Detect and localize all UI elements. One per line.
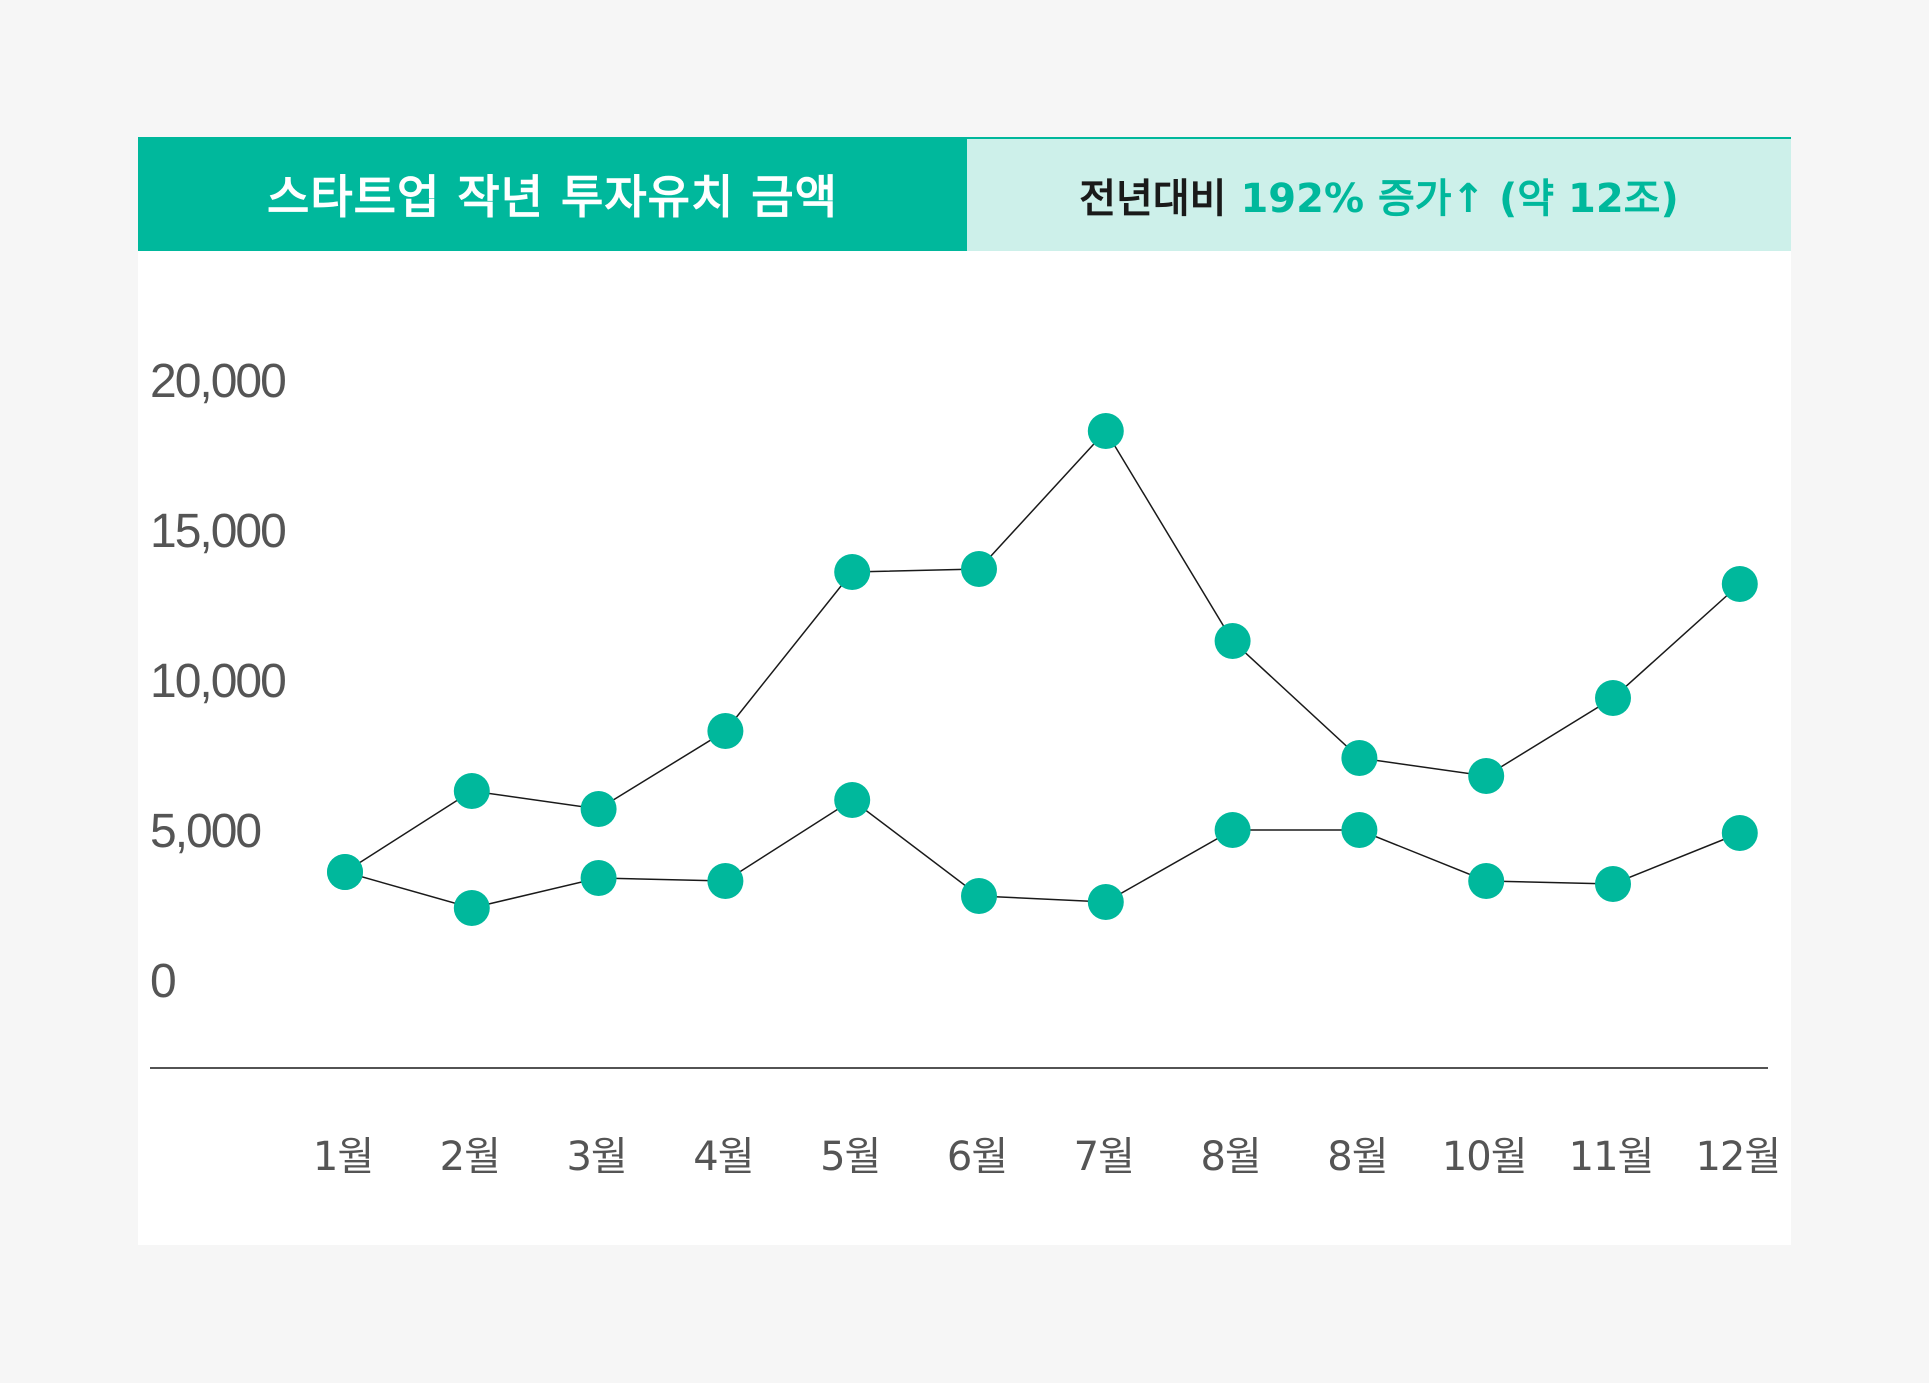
series-1-point [1595,680,1631,716]
x-tick-label: 6월 [947,1134,1007,1180]
y-tick-label: 0 [150,955,175,1008]
series-1-point [1341,740,1378,776]
series-1-point [453,773,490,809]
series-2-point [1214,812,1251,848]
series-lines [344,429,1741,909]
series-1-point [707,713,744,749]
x-tick-label: 5월 [820,1134,880,1180]
series-2-point [1468,863,1505,899]
series-1-point [580,791,617,827]
series-2-point [961,878,997,914]
chart-title-banner: 스타트업 작년 투자유치 금액 [138,137,967,251]
series-2-point [1721,815,1758,851]
series-2-point [1087,884,1124,920]
comparison-value: 192% 증가↑ (약 12조) [1240,176,1679,222]
series-1-point [1468,758,1505,794]
series-1-point [1087,413,1124,449]
x-tick-label: 12월 [1695,1134,1780,1180]
comparison-label: 전년대비 [1079,176,1227,222]
y-tick-label: 20,000 [150,355,285,408]
x-tick-label: 3월 [566,1134,626,1180]
x-tick-label: 8월 [1200,1134,1260,1180]
series-2-point [1341,812,1378,848]
series-2-point [453,890,490,926]
series-2-point [580,860,617,896]
series-2-point [834,782,871,818]
x-tick-label: 1월 [313,1134,373,1180]
x-tick-label: 10월 [1442,1134,1527,1180]
series-2-line [344,799,1741,909]
series-1-point [961,551,997,587]
y-tick-label: 5,000 [150,805,260,858]
x-tick-label: 8월 [1327,1134,1387,1180]
x-tick-label: 11월 [1569,1134,1654,1180]
x-tick-label: 2월 [440,1134,500,1180]
chart-title: 스타트업 작년 투자유치 금액 [267,170,838,224]
series-1-point [1721,566,1758,602]
x-tick-label: 4월 [693,1134,753,1180]
series-2-point [1595,866,1631,902]
series-1-point [834,554,871,590]
comparison-banner: 전년대비 192% 증가↑ (약 12조) [967,137,1791,251]
y-axis-ticks: 0 5,000 10,000 15,000 20,000 [150,355,287,1008]
y-tick-label: 10,000 [150,655,285,708]
series-points [327,413,1758,926]
series-1-line [344,429,1741,873]
x-axis-ticks: 1월 2월 3월 4월 5월 6월 7월 8월 8월 10월 11월 12월 [313,1134,1781,1180]
series-1-point [1214,623,1251,659]
series-2-point [707,863,744,899]
x-tick-label: 7월 [1074,1134,1134,1180]
y-tick-label: 15,000 [150,505,285,558]
series-2-point [327,854,363,890]
chart-card [138,137,1791,1245]
